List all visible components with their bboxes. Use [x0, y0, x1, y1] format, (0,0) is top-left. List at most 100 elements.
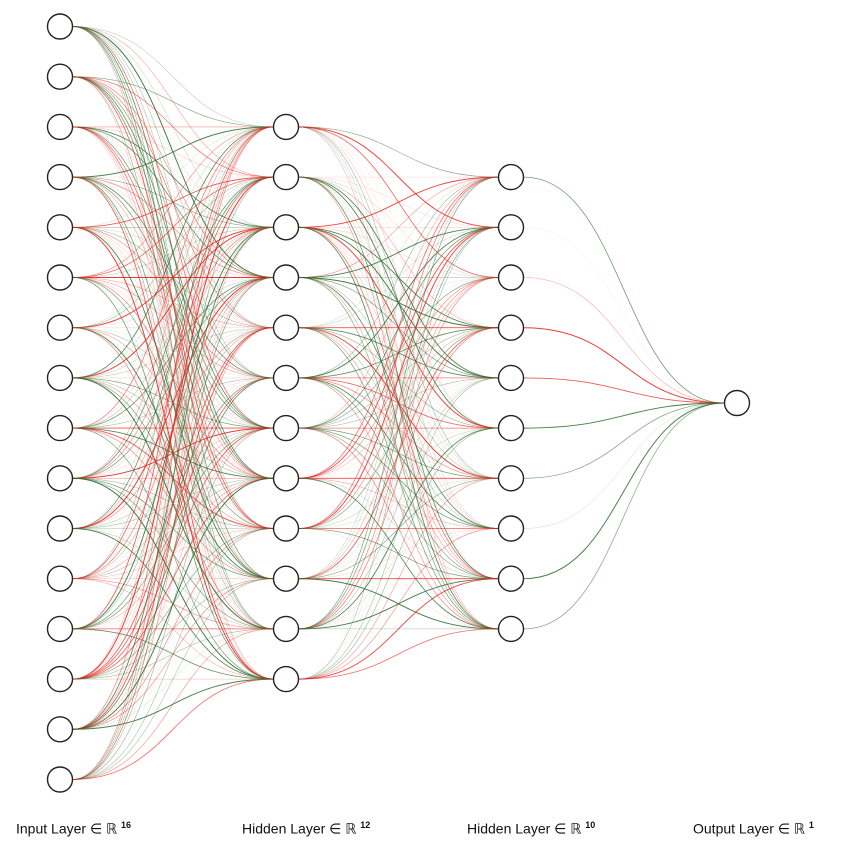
- output-layer-label: Output Layer ∈ ℝ 1: [693, 820, 814, 838]
- hidden-1-node-6: [272, 364, 300, 392]
- edge-l1-11-to-l2-5: [298, 427, 499, 680]
- edge-l0-5-to-l1-1: [72, 176, 274, 278]
- edge-l0-12-to-l1-0: [72, 126, 274, 630]
- edge-l1-3-to-l2-0: [298, 176, 499, 278]
- nodes-group: [46, 13, 751, 793]
- edge-l0-15-to-l1-8: [72, 528, 274, 780]
- input-layer-label: Input Layer ∈ ℝ 16: [16, 820, 131, 838]
- edge-l2-0-to-l3-0: [523, 176, 725, 404]
- edge-l2-3-to-l3-0: [523, 327, 725, 404]
- edge-l2-7-to-l3-0: [523, 402, 725, 529]
- edge-l1-8-to-l2-8: [298, 528, 499, 580]
- edge-l0-15-to-l1-1: [72, 176, 274, 780]
- input-node-11: [46, 515, 74, 542]
- output-layer-label-text: Output Layer ∈ ℝ: [693, 820, 805, 837]
- input-node-5: [46, 214, 74, 241]
- edge-l1-9-to-l2-7: [298, 528, 499, 579]
- hidden-1-node-2: [272, 163, 300, 191]
- edge-l2-9-to-l3-0: [523, 402, 725, 630]
- hidden-2-node-1: [497, 163, 525, 191]
- edge-l0-15-to-l1-6: [72, 427, 274, 780]
- input-layer-label-text: Input Layer ∈ ℝ: [16, 820, 118, 837]
- hidden-layer-2-dim: 10: [585, 820, 596, 830]
- edge-l1-3-to-l2-1: [298, 226, 499, 278]
- edge-l0-10-to-l1-0: [72, 126, 274, 529]
- edge-l1-8-to-l2-6: [298, 478, 499, 529]
- edge-l1-11-to-l2-0: [298, 176, 499, 680]
- edge-l0-14-to-l1-0: [72, 126, 274, 730]
- input-node-1: [46, 13, 74, 40]
- hidden-2-node-9: [497, 565, 525, 592]
- edge-l0-14-to-l1-7: [72, 477, 274, 730]
- edge-l1-4-to-l2-1: [298, 227, 499, 328]
- hidden-2-node-7: [497, 465, 525, 492]
- input-node-4: [46, 163, 74, 191]
- edge-l2-8-to-l3-0: [523, 402, 725, 580]
- edge-l2-4-to-l3-0: [523, 377, 725, 404]
- edge-l1-8-to-l2-0: [298, 176, 499, 529]
- edge-l1-4-to-l2-0: [298, 176, 499, 328]
- hidden-layer-1-label-text: Hidden Layer ∈ ℝ: [242, 820, 357, 837]
- hidden-2-node-2: [497, 214, 525, 241]
- edge-l1-11-to-l2-1: [298, 227, 499, 680]
- edges-group: [72, 26, 725, 780]
- edge-l1-2-to-l2-0: [298, 176, 499, 228]
- edge-l1-10-to-l2-4: [298, 377, 499, 630]
- hidden-layer-1-dim: 12: [360, 820, 371, 830]
- input-node-13: [46, 615, 74, 643]
- edge-l0-15-to-l1-9: [72, 578, 274, 780]
- edge-l0-2-to-l1-2: [72, 126, 274, 228]
- edge-l1-11-to-l2-3: [298, 327, 499, 680]
- edge-l0-7-to-l1-2: [72, 226, 274, 379]
- edge-l1-11-to-l2-2: [298, 277, 499, 680]
- hidden-1-node-12: [272, 665, 300, 693]
- edge-l1-5-to-l2-0: [298, 176, 499, 379]
- edge-l0-13-to-l1-4: [72, 327, 274, 680]
- edge-l0-15-to-l1-11: [72, 678, 274, 780]
- hidden-1-node-5: [272, 314, 300, 341]
- edge-l0-5-to-l1-0: [72, 126, 274, 278]
- edge-l2-6-to-l3-0: [523, 402, 725, 479]
- edge-l0-11-to-l1-2: [72, 227, 274, 579]
- edge-l1-10-to-l2-5: [298, 427, 499, 630]
- edge-l1-6-to-l2-8: [298, 427, 499, 580]
- output-node-1: [723, 389, 751, 417]
- hidden-1-node-11: [272, 615, 300, 643]
- hidden-2-node-5: [497, 364, 525, 392]
- edge-l0-10-to-l1-3: [72, 277, 274, 529]
- edge-l1-0-to-l2-0: [298, 126, 499, 178]
- input-layer-dim: 16: [121, 820, 132, 830]
- edge-l1-10-to-l2-7: [298, 528, 499, 630]
- input-node-6: [46, 264, 74, 291]
- edge-l1-10-to-l2-0: [298, 176, 499, 630]
- edge-l1-11-to-l2-7: [298, 528, 499, 680]
- hidden-1-node-3: [272, 214, 300, 241]
- edge-l1-10-to-l2-1: [298, 226, 499, 630]
- edge-l1-6-to-l2-0: [298, 176, 499, 429]
- edge-l0-1-to-l1-0: [72, 76, 274, 128]
- edge-l0-14-to-l1-6: [72, 427, 274, 730]
- edge-l0-14-to-l1-8: [72, 528, 274, 730]
- edge-l1-9-to-l2-0: [298, 176, 499, 579]
- edge-l1-7-to-l2-0: [298, 176, 499, 479]
- edge-l0-4-to-l1-0: [72, 126, 274, 228]
- edge-l1-1-to-l2-2: [298, 176, 499, 278]
- edge-l0-9-to-l1-1: [72, 176, 274, 479]
- input-node-14: [46, 665, 74, 693]
- input-node-2: [46, 63, 74, 90]
- edge-l1-0-to-l2-1: [298, 126, 499, 228]
- hidden-1-node-9: [272, 515, 300, 542]
- edge-l1-10-to-l2-2: [298, 277, 499, 630]
- hidden-1-node-10: [272, 565, 300, 592]
- input-node-7: [46, 314, 74, 341]
- output-layer-dim: 1: [808, 820, 814, 830]
- edge-l0-14-to-l1-9: [72, 578, 274, 730]
- edge-l1-9-to-l2-5: [298, 427, 499, 579]
- hidden-2-node-6: [497, 414, 525, 442]
- edge-l0-9-to-l1-0: [72, 126, 274, 479]
- edge-l1-11-to-l2-9: [298, 628, 499, 680]
- edge-l0-13-to-l1-0: [72, 126, 274, 680]
- input-node-8: [46, 364, 74, 392]
- hidden-2-node-3: [497, 264, 525, 291]
